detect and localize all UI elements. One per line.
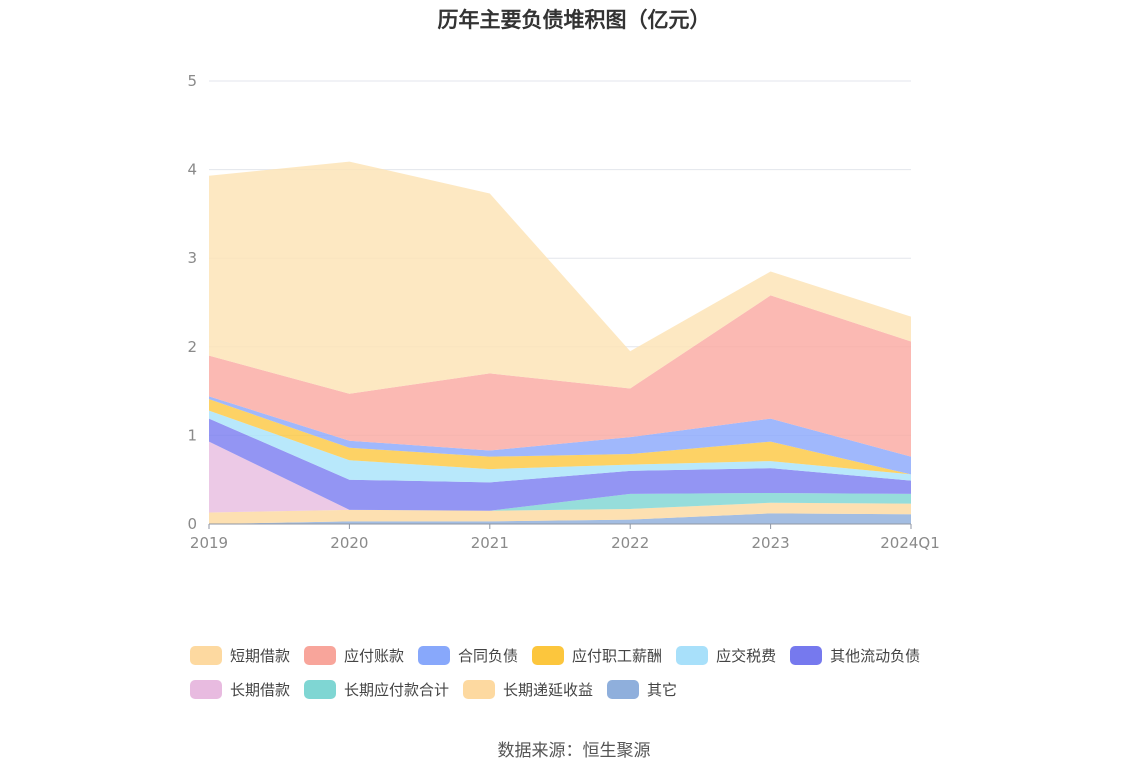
area-series-长期借款 (209, 441, 911, 513)
legend-swatch (790, 645, 823, 665)
y-tick-label: 0 (187, 515, 197, 533)
area-series-长期递延收益 (209, 502, 911, 524)
legend-item[interactable]: 长期借款 (190, 672, 290, 706)
legend-swatch (190, 645, 222, 665)
legend-label: 应交税费 (716, 646, 777, 665)
y-tick-label: 4 (187, 161, 197, 179)
legend-swatch (532, 645, 565, 665)
chart-title: 历年主要负债堆积图（亿元） (437, 8, 711, 32)
area-series-长期应付款合计 (209, 492, 911, 513)
y-tick-label: 3 (187, 249, 197, 267)
legend-swatch (304, 645, 337, 665)
legend-label: 长期应付款合计 (344, 680, 450, 699)
data-source: 数据来源：恒生聚源 (497, 741, 651, 761)
y-tick-label: 1 (187, 426, 197, 444)
area-series-应付账款 (209, 295, 911, 457)
legend: 短期借款 应付账款 合同负债 应付职工薪酬 应交税费 其他流动负债长期借款 长期应付款合计 长… (190, 638, 990, 706)
legend-label: 合同负债 (458, 646, 519, 665)
legend-item[interactable]: 其他流动负债 (790, 638, 920, 672)
x-tick-label: 2020 (330, 534, 368, 552)
legend-label: 长期借款 (230, 680, 291, 699)
legend-swatch (463, 679, 496, 699)
legend-item[interactable]: 短期借款 (190, 638, 290, 672)
x-tick-label: 2023 (752, 534, 790, 552)
area-series (209, 161, 911, 524)
x-tick-label: 2022 (611, 534, 649, 552)
legend-item[interactable]: 其它 (607, 672, 677, 706)
legend-label: 长期递延收益 (503, 680, 594, 699)
x-tick-label: 2024Q1 (880, 534, 940, 552)
area-series-其他流动负债 (209, 418, 911, 511)
x-tick-label: 2019 (190, 534, 228, 552)
legend-item[interactable]: 合同负债 (418, 638, 518, 672)
area-series-短期借款 (209, 161, 911, 394)
legend-items: 短期借款 应付账款 合同负债 应付职工薪酬 应交税费 其他流动负债长期借款 长期应付款合计 长… (190, 638, 990, 706)
legend-item[interactable]: 应交税费 (676, 638, 776, 672)
area-series-应付职工薪酬 (209, 399, 911, 475)
area-series-合同负债 (209, 396, 911, 475)
x-tick-label: 2021 (471, 534, 509, 552)
legend-swatch (190, 679, 222, 699)
legend-item[interactable]: 长期应付款合计 (304, 672, 449, 706)
y-tick-label: 2 (187, 338, 197, 356)
legend-label: 其它 (647, 680, 678, 699)
legend-label: 应付账款 (344, 646, 405, 665)
legend-item[interactable]: 长期递延收益 (463, 672, 593, 706)
area-series-应交税费 (209, 410, 911, 483)
legend-swatch (676, 645, 709, 665)
legend-swatch (607, 679, 640, 699)
legend-swatch (304, 679, 337, 699)
legend-label: 应付职工薪酬 (572, 646, 663, 665)
legend-label: 其他流动负债 (830, 646, 921, 665)
axes: 0 1 2 3 4 5 2019 2020 2021 2022 2023 2024Q1 (187, 72, 939, 552)
legend-item[interactable]: 应付账款 (304, 638, 404, 672)
legend-swatch (418, 645, 451, 665)
y-tick-label: 5 (187, 72, 197, 90)
legend-item[interactable]: 应付职工薪酬 (532, 638, 662, 672)
legend-label: 短期借款 (230, 646, 291, 665)
